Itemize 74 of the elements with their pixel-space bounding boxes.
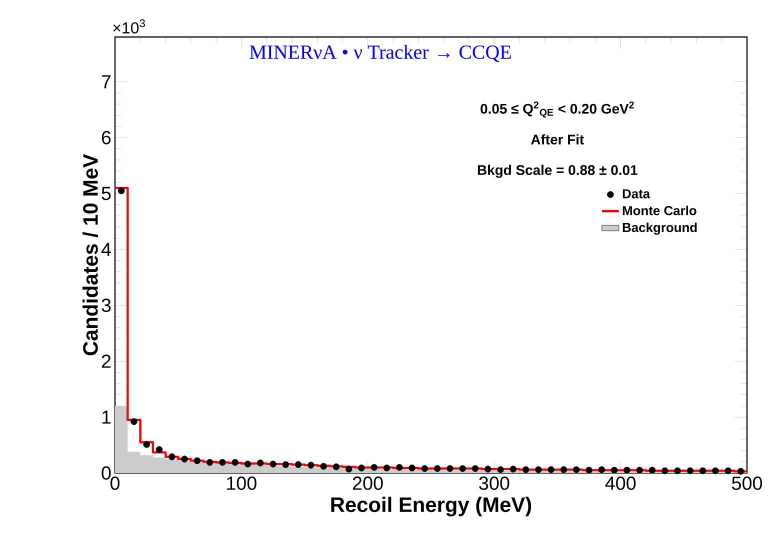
point — [332, 463, 340, 470]
point — [358, 464, 365, 472]
y-tick-label: 0 — [102, 466, 111, 480]
point — [232, 458, 238, 466]
y-tick-label: 1 — [102, 410, 111, 424]
point — [459, 465, 466, 472]
point — [156, 446, 163, 453]
point — [484, 466, 492, 472]
point — [572, 466, 580, 474]
point — [560, 466, 568, 474]
point — [421, 465, 428, 472]
point — [497, 466, 504, 474]
point — [610, 466, 618, 474]
y-tick-label: 7 — [102, 75, 111, 88]
point — [712, 467, 719, 474]
point — [130, 418, 138, 425]
annotation: Bkgd Scale = 0.88 ± 0.01 — [478, 164, 638, 178]
point — [219, 458, 226, 466]
point — [408, 464, 416, 472]
point — [434, 465, 441, 472]
point — [320, 462, 327, 470]
y-tick-label: 6 — [102, 130, 111, 144]
y-tick-label: 4 — [101, 242, 111, 256]
point — [510, 466, 517, 472]
point — [522, 466, 530, 474]
x-axis-title: Recoil Energy (MeV) — [331, 496, 532, 516]
point — [648, 466, 656, 474]
point — [168, 453, 176, 460]
annotation: 0.05 ≤ Q$^{2}$$_{QE}$ < 0.20 GeV$^{2}$ — [480, 102, 634, 118]
point — [636, 466, 643, 474]
point — [345, 466, 352, 472]
point — [598, 466, 606, 474]
point — [699, 467, 706, 474]
x-tick-label: 300 — [479, 476, 510, 490]
y-tick-label: 2 — [102, 354, 111, 368]
y-tick-label: 5 — [102, 186, 111, 200]
y-axis-title: Candidates / 10 MeV — [82, 154, 98, 356]
legend-label: Background — [622, 222, 697, 235]
point — [661, 467, 668, 474]
point — [674, 467, 681, 474]
point — [686, 467, 694, 474]
point — [586, 466, 592, 474]
point — [282, 461, 290, 468]
x-tick-label: 500 — [732, 476, 762, 490]
point — [624, 466, 630, 474]
x-tick-label: 0 — [110, 476, 120, 490]
point — [396, 464, 403, 471]
point — [294, 461, 302, 468]
point — [446, 465, 454, 472]
point — [118, 187, 125, 194]
legend-label: Monte Carlo — [622, 206, 696, 216]
point — [535, 466, 542, 474]
point — [383, 464, 390, 472]
point — [256, 460, 264, 466]
point — [143, 441, 150, 448]
x-tick-label: 200 — [352, 476, 383, 490]
point — [724, 467, 732, 474]
annotation: After Fit — [531, 134, 584, 145]
text: ×10$^{3}$ — [113, 19, 145, 34]
point — [181, 456, 188, 462]
point — [194, 457, 201, 464]
point — [472, 465, 479, 472]
point — [548, 466, 554, 474]
chart-title: MINERνA • ν Tracker → CCQE — [250, 44, 511, 62]
legend-label: Data — [622, 189, 650, 198]
point — [244, 460, 252, 468]
point — [370, 464, 378, 471]
x-tick-label: 100 — [227, 476, 256, 490]
point — [206, 458, 214, 466]
point — [308, 462, 314, 469]
point — [270, 460, 276, 468]
y-tick-label: 3 — [102, 298, 111, 312]
x-tick-label: 400 — [605, 476, 636, 490]
point — [737, 468, 744, 475]
